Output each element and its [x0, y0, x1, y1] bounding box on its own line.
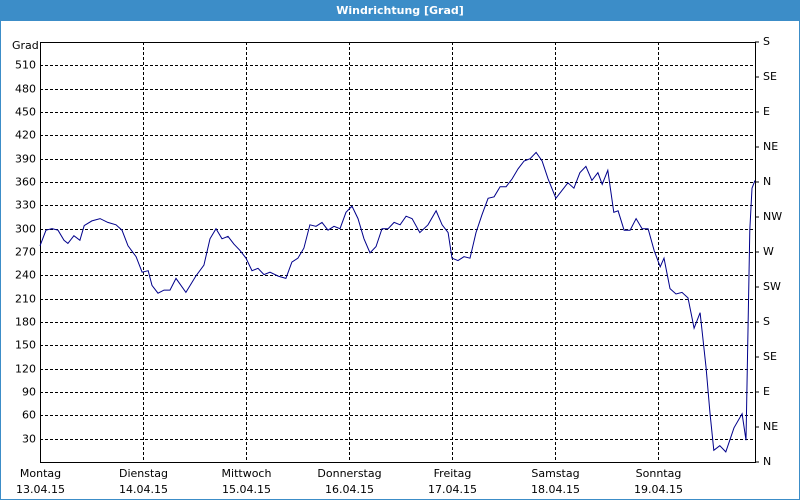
x-tick-date: 13.04.15	[16, 483, 65, 496]
x-tick-date: 14.04.15	[119, 483, 168, 496]
y2-tick-label: SE	[763, 70, 777, 83]
y-tick-label: 180	[15, 316, 36, 329]
x-tick-label: Samstag	[531, 467, 579, 480]
x-tick-date: 18.04.15	[531, 483, 580, 496]
y-tick-label: 120	[15, 363, 36, 376]
y2-tick-label: NE	[763, 140, 778, 153]
y2-tick-label: SW	[763, 280, 781, 293]
y2-tick-label: S	[763, 35, 770, 48]
y-tick-label: 510	[15, 59, 36, 72]
y-tick-label: 90	[22, 386, 36, 399]
plot-frame	[40, 42, 756, 463]
y2-tick-label: E	[763, 105, 770, 118]
data-line	[39, 151, 756, 453]
x-tick-label: Donnerstag	[317, 467, 381, 480]
x-tick-label: Mittwoch	[222, 467, 272, 480]
y2-tick-label: NW	[763, 210, 782, 223]
y-tick-label: 210	[15, 293, 36, 306]
y-tick-label: 450	[15, 106, 36, 119]
y2-tick-label: W	[763, 245, 774, 258]
x-tick-date: 19.04.15	[634, 483, 683, 496]
title-bar	[1, 1, 799, 21]
x-tick-label: Montag	[20, 467, 61, 480]
y2-tick-label: NE	[763, 420, 778, 433]
chart-title: Windrichtung [Grad]	[336, 4, 464, 17]
y-tick-label: 240	[15, 269, 36, 282]
y-tick-label: 390	[15, 153, 36, 166]
x-tick-label: Dienstag	[119, 467, 168, 480]
x-tick-date: 15.04.15	[222, 483, 271, 496]
y-tick-label: 300	[15, 223, 36, 236]
x-tick-date: 17.04.15	[428, 483, 477, 496]
y-tick-label: 30	[22, 433, 36, 446]
x-tick-date: 16.04.15	[325, 483, 374, 496]
y-tick-label: 330	[15, 199, 36, 212]
y2-tick-label: S	[763, 315, 770, 328]
y-tick-label: 150	[15, 339, 36, 352]
y-axis-label: Grad	[12, 39, 39, 52]
x-tick-label: Sonntag	[636, 467, 682, 480]
y2-tick-label: E	[763, 385, 770, 398]
y-tick-label: 60	[22, 409, 36, 422]
y2-tick-label: N	[763, 455, 771, 468]
x-tick-label: Freitag	[434, 467, 472, 480]
y2-tick-label: SE	[763, 350, 777, 363]
y-tick-label: 420	[15, 129, 36, 142]
y2-tick-label: N	[763, 175, 771, 188]
y-tick-label: 270	[15, 246, 36, 259]
y-tick-label: 360	[15, 176, 36, 189]
y-tick-label: 480	[15, 83, 36, 96]
